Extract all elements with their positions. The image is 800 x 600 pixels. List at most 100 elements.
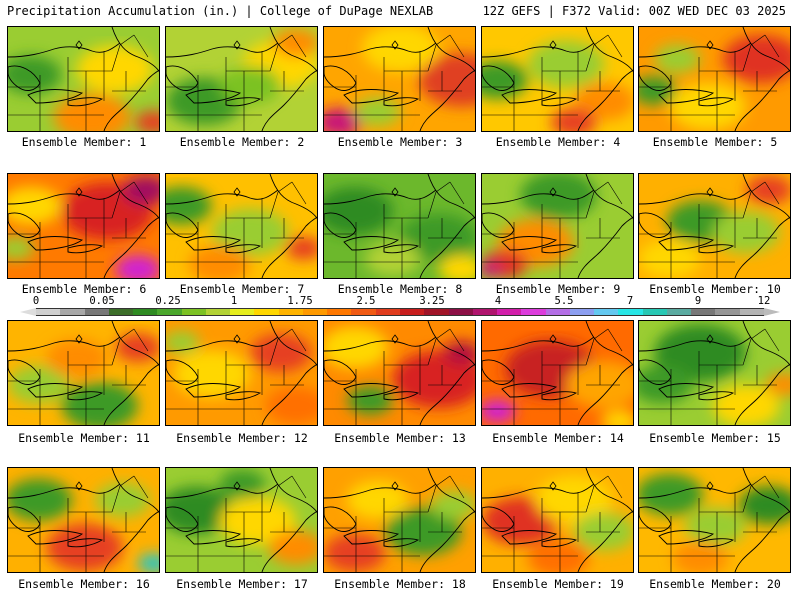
precip-region xyxy=(188,245,251,278)
precipitation-map xyxy=(639,468,790,572)
country-border xyxy=(324,483,437,499)
colorbar-tick-label: 0.25 xyxy=(155,295,181,307)
state-borders xyxy=(324,328,465,425)
colorbar-swatch xyxy=(545,308,571,316)
member-map-panel xyxy=(481,173,634,279)
colorbar-swatch xyxy=(181,308,207,316)
colorbar-swatch xyxy=(594,308,619,316)
member-caption: Ensemble Member: 18 xyxy=(334,577,466,591)
precip-region xyxy=(639,239,701,278)
precip-region xyxy=(46,523,123,572)
precipitation-map xyxy=(482,174,633,278)
precip-region xyxy=(346,386,393,415)
precip-region xyxy=(654,44,701,74)
colorbar-tick-label: 2.5 xyxy=(356,295,376,307)
station-marker-icon xyxy=(549,334,557,344)
station-marker-icon xyxy=(549,40,557,50)
colorbar-swatch xyxy=(739,308,765,316)
country-border xyxy=(482,42,595,58)
member-map-panel xyxy=(638,467,791,573)
precip-region xyxy=(601,410,633,425)
country-border xyxy=(8,42,121,58)
precipitation-map xyxy=(324,27,475,131)
precip-region xyxy=(166,330,200,354)
colorbar-swatch xyxy=(157,308,183,316)
lakes-outline xyxy=(324,65,420,107)
country-border xyxy=(639,483,752,499)
state-borders xyxy=(166,34,307,131)
member-map-panel xyxy=(7,173,160,279)
precipitation-map xyxy=(166,27,317,131)
member-map-panel xyxy=(638,320,791,426)
lakes-outline xyxy=(639,359,735,401)
country-border xyxy=(482,336,595,352)
lakes-outline xyxy=(482,506,578,548)
precip-region xyxy=(8,478,73,521)
station-marker-icon xyxy=(391,187,399,197)
precip-region xyxy=(639,365,693,404)
colorbar-swatch xyxy=(642,308,668,316)
colorbar-swatch xyxy=(254,308,280,316)
coastline xyxy=(577,321,633,425)
precip-region xyxy=(346,480,409,519)
colorbar-swatch xyxy=(448,308,474,316)
precip-region xyxy=(219,66,281,105)
precip-region xyxy=(669,82,747,131)
coastline xyxy=(577,468,633,572)
precip-region xyxy=(53,93,131,131)
station-marker-icon xyxy=(706,40,714,50)
colorbar-swatch xyxy=(278,308,304,316)
precip-region xyxy=(324,187,393,235)
coastline xyxy=(734,321,790,425)
colorbar-swatch xyxy=(472,308,498,316)
precip-region xyxy=(482,399,516,423)
colorbar-swatch xyxy=(400,308,425,316)
colorbar-swatch xyxy=(84,308,110,316)
member-caption: Ensemble Member: 12 xyxy=(176,431,308,445)
precip-region xyxy=(115,255,159,278)
precip-region xyxy=(746,175,790,205)
colorbar-swatch xyxy=(302,308,328,316)
precip-region xyxy=(8,365,70,404)
precip-region xyxy=(639,473,704,516)
precip-region xyxy=(134,110,159,131)
coastline xyxy=(577,174,633,278)
colorbar-left-arrow xyxy=(20,308,36,316)
member-map-panel xyxy=(638,26,791,132)
precipitation-map xyxy=(324,174,475,278)
lakes-outline xyxy=(8,506,104,548)
station-marker-icon xyxy=(706,481,714,491)
precip-region xyxy=(765,373,790,397)
member-caption: Ensemble Member: 10 xyxy=(649,282,781,296)
precip-region xyxy=(385,507,462,556)
lakes-outline xyxy=(166,506,262,548)
station-marker-icon xyxy=(233,481,241,491)
country-border xyxy=(639,42,752,58)
state-borders xyxy=(324,34,465,131)
member-map-panel xyxy=(481,320,634,426)
state-borders xyxy=(8,181,149,278)
member-caption: Ensemble Member: 19 xyxy=(492,577,624,591)
colorbar-swatch xyxy=(60,308,86,316)
state-borders xyxy=(166,181,307,278)
precip-region xyxy=(672,540,728,572)
member-caption: Ensemble Member: 14 xyxy=(492,431,624,445)
colorbar-swatch xyxy=(666,308,692,316)
colorbar-tick-label: 4 xyxy=(494,295,502,307)
member-map-panel xyxy=(165,467,318,573)
coastline xyxy=(103,27,159,131)
colorbar-swatch xyxy=(230,308,255,316)
colorbar-swatch xyxy=(618,308,644,316)
colorbar-tick-label: 1.75 xyxy=(287,295,313,307)
member-caption: Ensemble Member: 2 xyxy=(179,135,305,149)
lakes-outline xyxy=(166,212,262,254)
colorbar-swatch xyxy=(569,308,595,316)
colorbar-swatch xyxy=(691,308,716,316)
country-border xyxy=(482,189,595,205)
station-marker-icon xyxy=(391,334,399,344)
precipitation-map xyxy=(639,321,790,425)
member-map-panel xyxy=(165,26,318,132)
coastline xyxy=(103,174,159,278)
colorbar-tick-label: 0.05 xyxy=(89,295,115,307)
precip-region xyxy=(566,360,633,409)
